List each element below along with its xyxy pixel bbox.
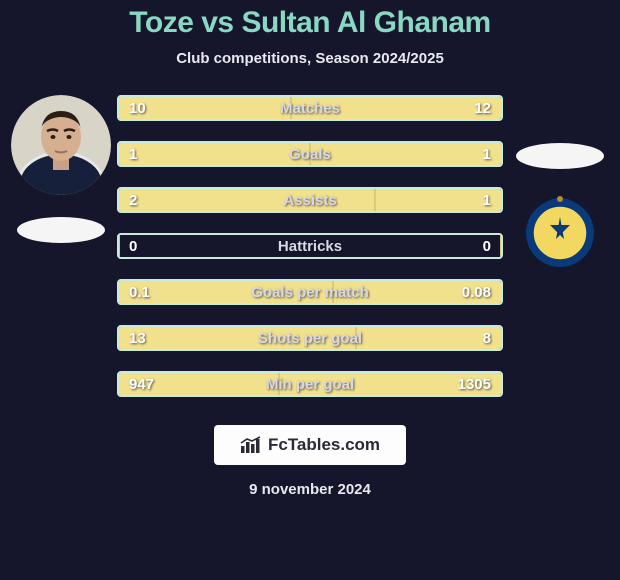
stat-bar: 10 Matches 12	[117, 95, 503, 121]
stat-value-right: 1305	[451, 376, 491, 393]
player-right-badge	[520, 189, 600, 269]
stat-bar: 0 Hattricks 0	[117, 233, 503, 259]
stat-value-right: 8	[451, 330, 491, 347]
stat-value-left: 13	[129, 330, 169, 347]
stat-label: Shots per goal	[258, 330, 362, 347]
player-right-top-oval	[516, 143, 604, 169]
chart-icon	[240, 436, 262, 454]
stat-label: Assists	[283, 192, 336, 209]
bar-overlay: 0 Hattricks 0	[119, 235, 501, 257]
avatar-placeholder-icon	[11, 95, 111, 195]
date-text: 9 november 2024	[249, 481, 371, 498]
player-left-avatar	[11, 95, 111, 195]
stat-bar: 2 Assists 1	[117, 187, 503, 213]
bar-overlay: 13 Shots per goal 8	[119, 327, 501, 349]
stat-label: Hattricks	[278, 238, 342, 255]
stat-value-right: 12	[451, 100, 491, 117]
stat-label: Matches	[280, 100, 340, 117]
stat-bar: 13 Shots per goal 8	[117, 325, 503, 351]
page-subtitle: Club competitions, Season 2024/2025	[176, 50, 444, 67]
player-left-col	[8, 95, 113, 243]
player-left-club-oval	[17, 217, 105, 243]
stat-value-right: 0.08	[451, 284, 491, 301]
stat-label: Goals	[289, 146, 331, 163]
comparison-infographic: Toze vs Sultan Al Ghanam Club competitio…	[0, 0, 620, 580]
stat-value-left: 0.1	[129, 284, 169, 301]
bar-overlay: 0.1 Goals per match 0.08	[119, 281, 501, 303]
stat-value-right: 1	[451, 192, 491, 209]
main-row: 10Matches121Goals12Assists10Hattricks00.…	[0, 95, 620, 397]
bar-overlay: 947 Min per goal 1305	[119, 373, 501, 395]
club-badge-icon	[520, 189, 600, 269]
stat-label: Goals per match	[251, 284, 369, 301]
stat-value-left: 0	[129, 238, 169, 255]
stat-bar: 947 Min per goal 1305	[117, 371, 503, 397]
bar-overlay: 1 Goals 1	[119, 143, 501, 165]
branding-text: FcTables.com	[268, 435, 380, 455]
bar-overlay: 2 Assists 1	[119, 189, 501, 211]
stats-bars: 10Matches121Goals12Assists10Hattricks00.…	[113, 95, 507, 397]
stat-bar: 0.1 Goals per match 0.08	[117, 279, 503, 305]
stat-value-left: 10	[129, 100, 169, 117]
stat-label: Min per goal	[266, 376, 354, 393]
bar-overlay: 10 Matches 12	[119, 97, 501, 119]
stat-value-left: 2	[129, 192, 169, 209]
stat-value-left: 947	[129, 376, 169, 393]
player-right-col	[507, 139, 612, 269]
stat-value-left: 1	[129, 146, 169, 163]
page-title: Toze vs Sultan Al Ghanam	[129, 6, 490, 40]
stat-value-right: 0	[451, 238, 491, 255]
stat-value-right: 1	[451, 146, 491, 163]
branding-box[interactable]: FcTables.com	[214, 425, 406, 465]
stat-bar: 1 Goals 1	[117, 141, 503, 167]
